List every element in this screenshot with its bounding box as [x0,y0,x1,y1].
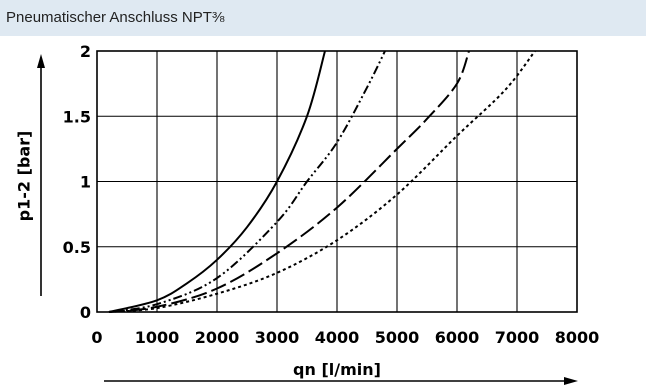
y-tick-label: 2 [80,42,91,61]
y-tick-label: 1.5 [63,107,91,126]
x-tick-label: 0 [91,328,102,347]
y-axis-label: p1-2 [bar] [15,131,34,222]
x-tick-label: 1000 [135,328,180,347]
x-tick-label: 8000 [555,328,600,347]
chart-header: Pneumatischer Anschluss NPT⅜ [0,0,646,36]
series-line-2 [108,50,386,313]
x-tick-label: 3000 [255,328,300,347]
series-line-3 [108,50,470,313]
series-line-1 [108,50,326,313]
x-axis-arrowhead [564,377,578,385]
y-tick-label: 1 [80,173,91,192]
x-axis-label: qn [l/min] [293,360,381,379]
x-tick-labels: 0 1000 2000 3000 4000 5000 6000 7000 8000 [91,328,599,347]
y-tick-label: 0 [80,303,91,322]
y-tick-labels: 0 0.5 1 1.5 2 [63,42,91,322]
series-layer [108,50,536,313]
y-tick-label: 0.5 [63,238,91,257]
x-tick-label: 6000 [435,328,480,347]
chart-title: Pneumatischer Anschluss NPT⅜ [6,9,225,26]
x-tick-label: 5000 [375,328,420,347]
series-line-4 [108,50,536,313]
y-axis-arrowhead [37,54,45,68]
chart-grid [97,51,577,312]
plot-frame [96,50,578,313]
pressure-flow-chart: 0 1000 2000 3000 4000 5000 6000 7000 8000 0 0.5 1 1… [15,42,599,385]
x-tick-label: 4000 [315,328,360,347]
x-tick-label: 2000 [195,328,240,347]
x-tick-label: 7000 [495,328,540,347]
